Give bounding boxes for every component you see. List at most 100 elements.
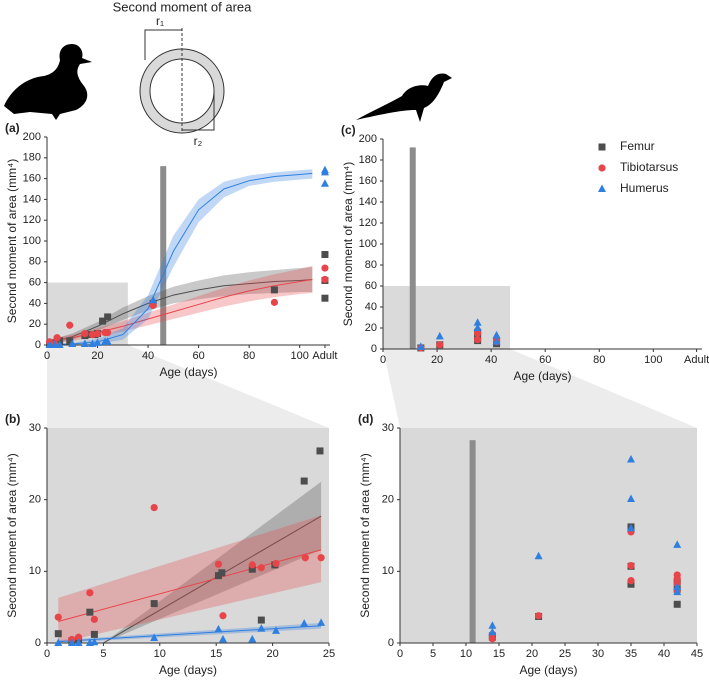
x-axis-title: Age (days)	[513, 369, 571, 383]
x-axis-title: Age (days)	[159, 663, 217, 677]
y-tick-label: 30	[382, 422, 394, 434]
marker-triangle	[54, 638, 63, 646]
marker-circle	[474, 335, 482, 344]
y-tick-label: 180	[23, 152, 41, 164]
y-tick-label: 80	[365, 259, 377, 271]
panel-label: (b)	[5, 412, 20, 426]
x-tick-label: 10	[154, 648, 166, 660]
marker-triangle	[473, 318, 482, 326]
y-tick-label: 100	[359, 238, 377, 250]
marker-circle	[272, 559, 280, 568]
marker-circle	[488, 635, 496, 643]
y-tick-label: 40	[29, 297, 41, 309]
x-tick-label: 0	[380, 354, 386, 366]
marker-circle	[104, 328, 112, 337]
marker-triangle	[214, 624, 223, 633]
y-tick-label: 140	[359, 196, 377, 208]
x-tick-label: 20	[526, 648, 538, 660]
x-tick-label: 20	[266, 648, 278, 660]
marker-square	[54, 630, 62, 638]
legend-label: Femur	[620, 139, 655, 153]
marker-triangle	[488, 621, 497, 629]
x-tick-label: 0	[397, 648, 403, 660]
x-tick-label: 20	[91, 350, 103, 362]
x-tick-label: 20	[431, 354, 443, 366]
series	[416, 318, 501, 350]
marker-triangle	[271, 626, 280, 634]
y-tick-label: 200	[23, 131, 41, 143]
y-tick-label: 10	[382, 565, 394, 577]
marker-square	[218, 569, 226, 577]
marker-triangle	[320, 179, 329, 187]
marker-circle	[673, 574, 681, 583]
r2-bracket	[182, 91, 215, 131]
y-tick-label: 0	[35, 637, 41, 649]
y-tick-label: 20	[365, 322, 377, 334]
marker-triangle	[50, 340, 59, 348]
marker-triangle	[80, 339, 89, 347]
x-tick-label: 0	[44, 648, 50, 660]
marker-circle	[321, 264, 329, 272]
series	[488, 528, 681, 643]
x-tick-label: 15	[210, 648, 222, 660]
marker-triangle	[55, 340, 64, 348]
marker-triangle	[90, 637, 99, 646]
x-tick-label: 45	[691, 648, 703, 660]
y-tick-label: 60	[29, 277, 41, 289]
series	[54, 618, 326, 646]
series	[45, 165, 329, 348]
x-tick-label: Adult	[312, 350, 337, 362]
y-tick-label: 120	[359, 217, 377, 229]
y-tick-label: 40	[365, 301, 377, 313]
x-axis-title: Age (days)	[159, 365, 217, 379]
marker-square	[86, 608, 94, 616]
marker-triangle	[473, 323, 482, 331]
y-tick-label: 20	[382, 494, 394, 506]
x-tick-label: 40	[142, 350, 154, 362]
marker-triangle	[492, 337, 501, 345]
marker-square	[99, 317, 107, 325]
marker-triangle	[627, 455, 635, 463]
y-tick-label: 160	[23, 173, 41, 185]
zoom-region	[383, 286, 511, 349]
fit-line	[46, 278, 313, 344]
marker-circle	[535, 612, 543, 620]
x-tick-label: 40	[658, 648, 670, 660]
marker-square	[300, 477, 308, 485]
marker-triangle	[93, 338, 102, 346]
marker-triangle	[673, 587, 682, 596]
marker-triangle	[150, 633, 159, 641]
marker-bar	[409, 147, 416, 349]
x-tick-label: 5	[430, 648, 436, 660]
x-tick-label: 100	[644, 354, 662, 366]
x-axis-title: Age (days)	[519, 663, 577, 677]
plot-background	[400, 428, 697, 643]
marker-circle	[474, 329, 482, 337]
x-tick-label: 80	[243, 350, 255, 362]
x-tick-label: 10	[460, 648, 472, 660]
marker-triangle	[248, 634, 257, 643]
marker-triangle	[534, 551, 543, 560]
y-tick-label: 30	[29, 422, 41, 434]
x-tick-label: 60	[539, 354, 551, 366]
legend-marker	[598, 143, 606, 151]
y-tick-label: 80	[29, 256, 41, 268]
zoom-connector	[383, 349, 697, 428]
marker-triangle	[149, 295, 158, 304]
r1-bracket	[144, 29, 182, 60]
r1-label: r₁	[156, 14, 164, 28]
series	[488, 455, 682, 636]
marker-circle	[149, 301, 157, 310]
confidence-band	[47, 267, 313, 345]
y-tick-label: 20	[29, 318, 41, 330]
marker-triangle	[257, 624, 266, 632]
y-tick-label: 180	[359, 154, 377, 166]
confidence-band	[58, 515, 322, 643]
marker-triangle	[45, 340, 54, 348]
y-axis-title: Second moment of area (mm⁴)	[5, 159, 19, 324]
y-tick-label: 160	[359, 175, 377, 187]
marker-triangle	[627, 523, 635, 532]
marker-circle	[627, 562, 635, 570]
marker-triangle	[416, 342, 425, 350]
